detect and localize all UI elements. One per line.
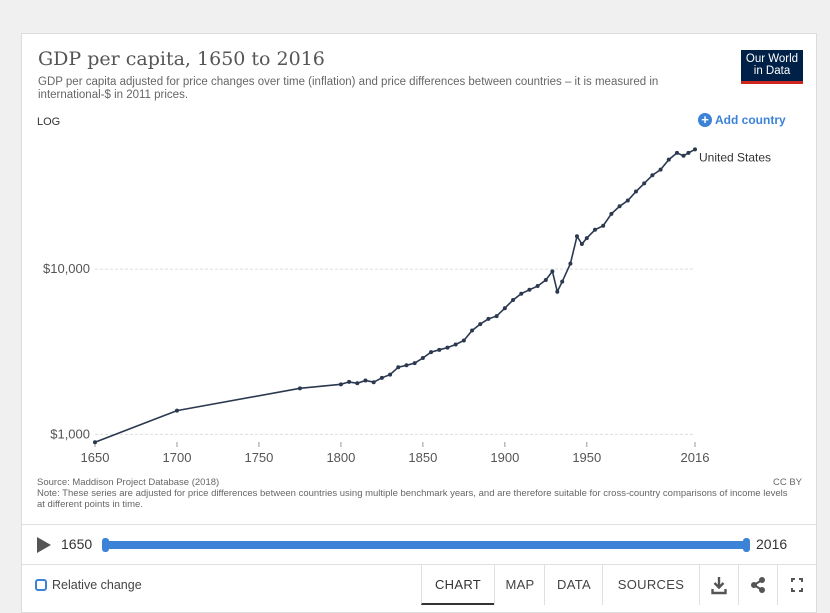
chart-subtitle: GDP per capita adjusted for price change… — [38, 76, 659, 101]
data-point — [601, 223, 606, 228]
tab-data[interactable]: DATA — [544, 565, 603, 605]
tab-map[interactable]: MAP — [494, 565, 545, 605]
x-tick-label: 2016 — [681, 450, 710, 465]
expand-icon — [791, 578, 803, 592]
data-point — [681, 153, 686, 158]
data-point — [420, 356, 425, 361]
data-point — [379, 375, 384, 380]
relative-change-checkbox[interactable] — [35, 579, 47, 591]
x-tick-label: 1750 — [244, 450, 273, 465]
logo-line-1: Our World — [745, 53, 799, 65]
log-scale-toggle[interactable]: LOG — [37, 116, 61, 128]
x-tick-label: 1800 — [326, 450, 355, 465]
logo-line-2: in Data — [753, 65, 791, 77]
data-point — [461, 338, 466, 343]
timeline-end-year: 2016 — [756, 536, 788, 552]
data-point — [429, 350, 434, 355]
data-point — [693, 147, 697, 152]
timeline-start-year: 1650 — [61, 536, 93, 552]
data-point — [674, 150, 679, 155]
add-country-button[interactable]: + Add country — [698, 113, 786, 127]
slider-handle-end[interactable] — [743, 538, 750, 552]
source-text: Source: Maddison Project Database (2018) — [37, 477, 220, 488]
data-point — [511, 298, 516, 303]
data-point — [412, 361, 417, 366]
data-point — [658, 167, 663, 172]
data-point — [543, 277, 548, 282]
timeline-slider[interactable] — [102, 538, 750, 552]
note-text: Note: These series are adjusted for pric… — [37, 488, 788, 510]
data-point — [371, 380, 376, 385]
data-point — [519, 291, 524, 296]
y-tick-label: $1,000 — [50, 426, 90, 441]
y-tick-label: $10,000 — [43, 261, 90, 276]
x-tick-label: 1900 — [490, 450, 519, 465]
data-point — [478, 322, 483, 327]
owid-logo[interactable]: Our World in Data — [741, 50, 803, 84]
data-point — [388, 372, 393, 377]
data-point — [593, 227, 597, 232]
data-point — [535, 284, 540, 289]
data-point — [574, 234, 579, 239]
data-point — [453, 342, 458, 347]
share-button[interactable] — [738, 565, 777, 605]
data-point — [550, 269, 555, 274]
data-point — [404, 363, 409, 368]
series-label: United States — [699, 150, 771, 164]
x-tick-label: 1650 — [81, 450, 110, 465]
series-line — [94, 148, 696, 443]
tab-sources[interactable]: SOURCES — [602, 565, 699, 605]
data-point — [93, 440, 97, 445]
x-tick-label: 1850 — [408, 450, 437, 465]
data-point — [625, 198, 630, 203]
data-point — [396, 365, 401, 370]
data-point — [633, 189, 638, 194]
data-point — [560, 279, 565, 284]
data-point — [470, 328, 475, 333]
data-point — [486, 316, 491, 321]
data-point — [609, 211, 614, 216]
data-point — [355, 381, 360, 386]
x-tick-label: 1700 — [163, 450, 192, 465]
download-button[interactable] — [699, 565, 738, 605]
add-country-label: Add country — [715, 113, 786, 127]
bottom-bar: Relative change CHART MAP DATA SOURCES — [22, 564, 816, 606]
chart-card: GDP per capita, 1650 to 2016 GDP per cap… — [21, 33, 817, 613]
license-link[interactable]: CC BY — [772, 477, 802, 488]
data-point — [494, 314, 499, 319]
data-point — [555, 289, 560, 294]
data-point — [568, 261, 573, 266]
tab-chart[interactable]: CHART — [421, 565, 494, 605]
data-point — [584, 236, 589, 241]
download-icon — [711, 577, 727, 595]
chart-title: GDP per capita, 1650 to 2016 — [38, 48, 325, 70]
timeline: 1650 2016 — [22, 524, 816, 565]
data-point — [297, 386, 302, 391]
data-point — [686, 150, 691, 155]
data-point — [363, 378, 368, 383]
relative-change-label[interactable]: Relative change — [52, 578, 142, 592]
share-icon — [751, 577, 765, 593]
slider-handle-start[interactable] — [102, 538, 109, 552]
data-point — [650, 173, 655, 178]
x-tick-label: 1950 — [572, 450, 601, 465]
data-point — [617, 204, 622, 209]
data-point — [445, 345, 450, 350]
data-point — [666, 157, 671, 162]
plus-circle-icon: + — [698, 113, 712, 127]
data-point — [338, 382, 343, 387]
line-chart: $1,000 $10,000 1650 1700 1750 1800 1850 1900 195… — [43, 147, 771, 465]
data-point — [579, 241, 584, 246]
data-point — [527, 287, 532, 292]
data-point — [642, 181, 647, 186]
data-point — [174, 408, 179, 413]
source-note: Source: Maddison Project Database (2018)… — [37, 477, 797, 510]
data-point — [437, 347, 442, 352]
data-point — [347, 379, 352, 384]
fullscreen-button[interactable] — [777, 565, 816, 605]
play-icon[interactable] — [37, 537, 51, 553]
data-point — [502, 306, 507, 311]
